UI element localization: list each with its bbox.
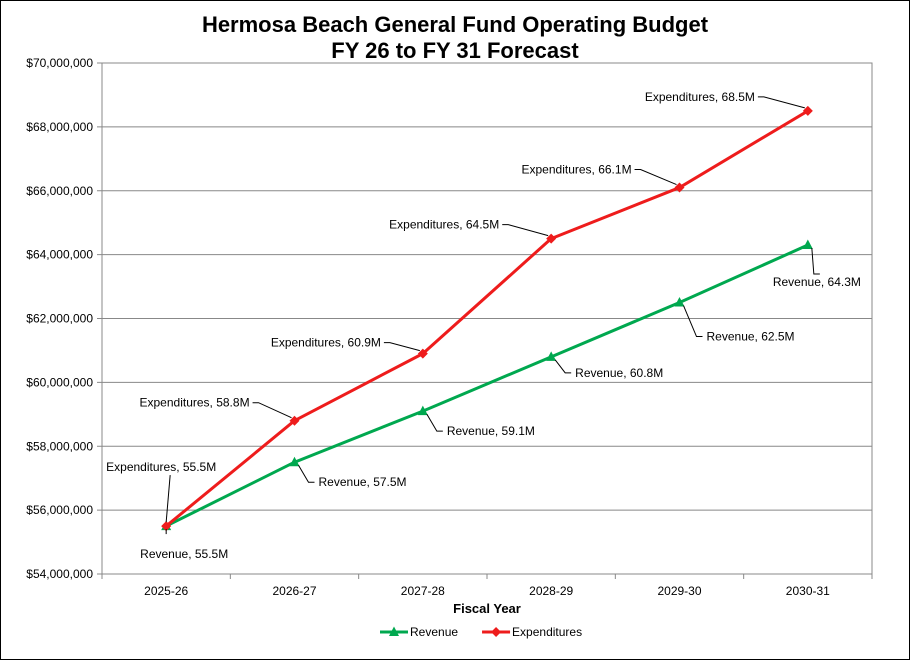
expenditures-point: [674, 182, 685, 193]
y-tick-label: $60,000,000: [26, 375, 93, 389]
revenue-legend-label: Revenue: [410, 625, 458, 639]
revenue-point: [417, 405, 428, 416]
revenue-leader-line: [298, 464, 315, 483]
expenditures-leader-line: [502, 224, 549, 237]
y-tick-label: $62,000,000: [26, 312, 93, 326]
expenditures-legend-label: Expenditures: [512, 625, 582, 639]
revenue-data-label: Revenue, 64.3M: [773, 275, 861, 289]
expenditures-line: [165, 109, 809, 528]
expenditures-leader-line: [165, 475, 171, 523]
y-tick-label: $68,000,000: [26, 120, 93, 134]
expenditures-data-label: Expenditures, 68.5M: [645, 90, 755, 104]
x-axis-label: Fiscal Year: [453, 601, 521, 616]
expenditures-point: [417, 348, 428, 359]
revenue-line: [165, 243, 809, 528]
revenue-data-label: Revenue, 55.5M: [140, 547, 228, 561]
y-tick-label: $66,000,000: [26, 184, 93, 198]
data-labels: Revenue, 55.5M Revenue, 57.5M Revenue, 59.…: [106, 90, 861, 561]
expenditures-data-label: Expenditures, 58.8M: [140, 396, 250, 410]
chart-title-line-2: FY 26 to FY 31 Forecast: [331, 38, 579, 63]
expenditures-point: [161, 521, 172, 532]
x-tick-label: 2028-29: [529, 584, 573, 598]
revenue-leader-line: [811, 248, 820, 275]
expenditures-leader-line: [252, 402, 292, 419]
x-tick-label: 2025-26: [144, 584, 188, 598]
revenue-legend-marker: [389, 626, 399, 636]
chart-title-line-1: Hermosa Beach General Fund Operating Bud…: [202, 12, 709, 37]
revenue-data-label: Revenue, 60.8M: [575, 366, 663, 380]
y-axis-ticks: $54,000,000 $56,000,000 $58,000,000 $60,000…: [26, 56, 102, 581]
revenue-data-label: Revenue, 59.1M: [447, 424, 535, 438]
series-layer: [161, 105, 813, 532]
expenditures-data-label: Expenditures, 55.5M: [106, 460, 216, 474]
expenditures-data-label: Expenditures, 60.9M: [271, 336, 381, 350]
y-tick-label: $64,000,000: [26, 248, 93, 262]
revenue-point: [674, 297, 685, 307]
revenue-leader-line: [554, 359, 572, 374]
y-tick-label: $58,000,000: [26, 439, 93, 453]
expenditures-data-label: Expenditures, 66.1M: [522, 163, 632, 177]
expenditures-data-label: Expenditures, 64.5M: [389, 218, 499, 232]
revenue-leader-line: [683, 305, 703, 338]
expenditures-leader-line: [757, 96, 805, 109]
revenue-point: [546, 351, 557, 361]
gridlines: [102, 62, 872, 575]
expenditures-point: [802, 105, 813, 116]
expenditures-point: [289, 415, 300, 426]
y-tick-label: $54,000,000: [26, 567, 93, 581]
expenditures-leader-line: [383, 342, 420, 352]
x-tick-label: 2026-27: [272, 584, 316, 598]
legend: Revenue Expenditures: [380, 625, 582, 639]
expenditures-leader-line: [634, 169, 677, 186]
x-tick-label: 2029-30: [657, 584, 701, 598]
revenue-leader-line: [426, 413, 443, 432]
x-tick-label: 2030-31: [786, 584, 830, 598]
x-tick-label: 2027-28: [401, 584, 445, 598]
revenue-point: [802, 239, 813, 250]
y-tick-label: $70,000,000: [26, 56, 93, 70]
revenue-point: [289, 456, 300, 467]
expenditures-legend-marker: [491, 627, 502, 637]
revenue-data-label: Revenue, 62.5M: [707, 330, 795, 344]
revenue-data-label: Revenue, 57.5M: [319, 475, 407, 489]
expenditures-point: [546, 233, 557, 244]
y-tick-label: $56,000,000: [26, 503, 93, 517]
x-axis-ticks: 2025-26 2026-27 2027-28 2028-29 2029-30 2030-…: [101, 574, 873, 598]
